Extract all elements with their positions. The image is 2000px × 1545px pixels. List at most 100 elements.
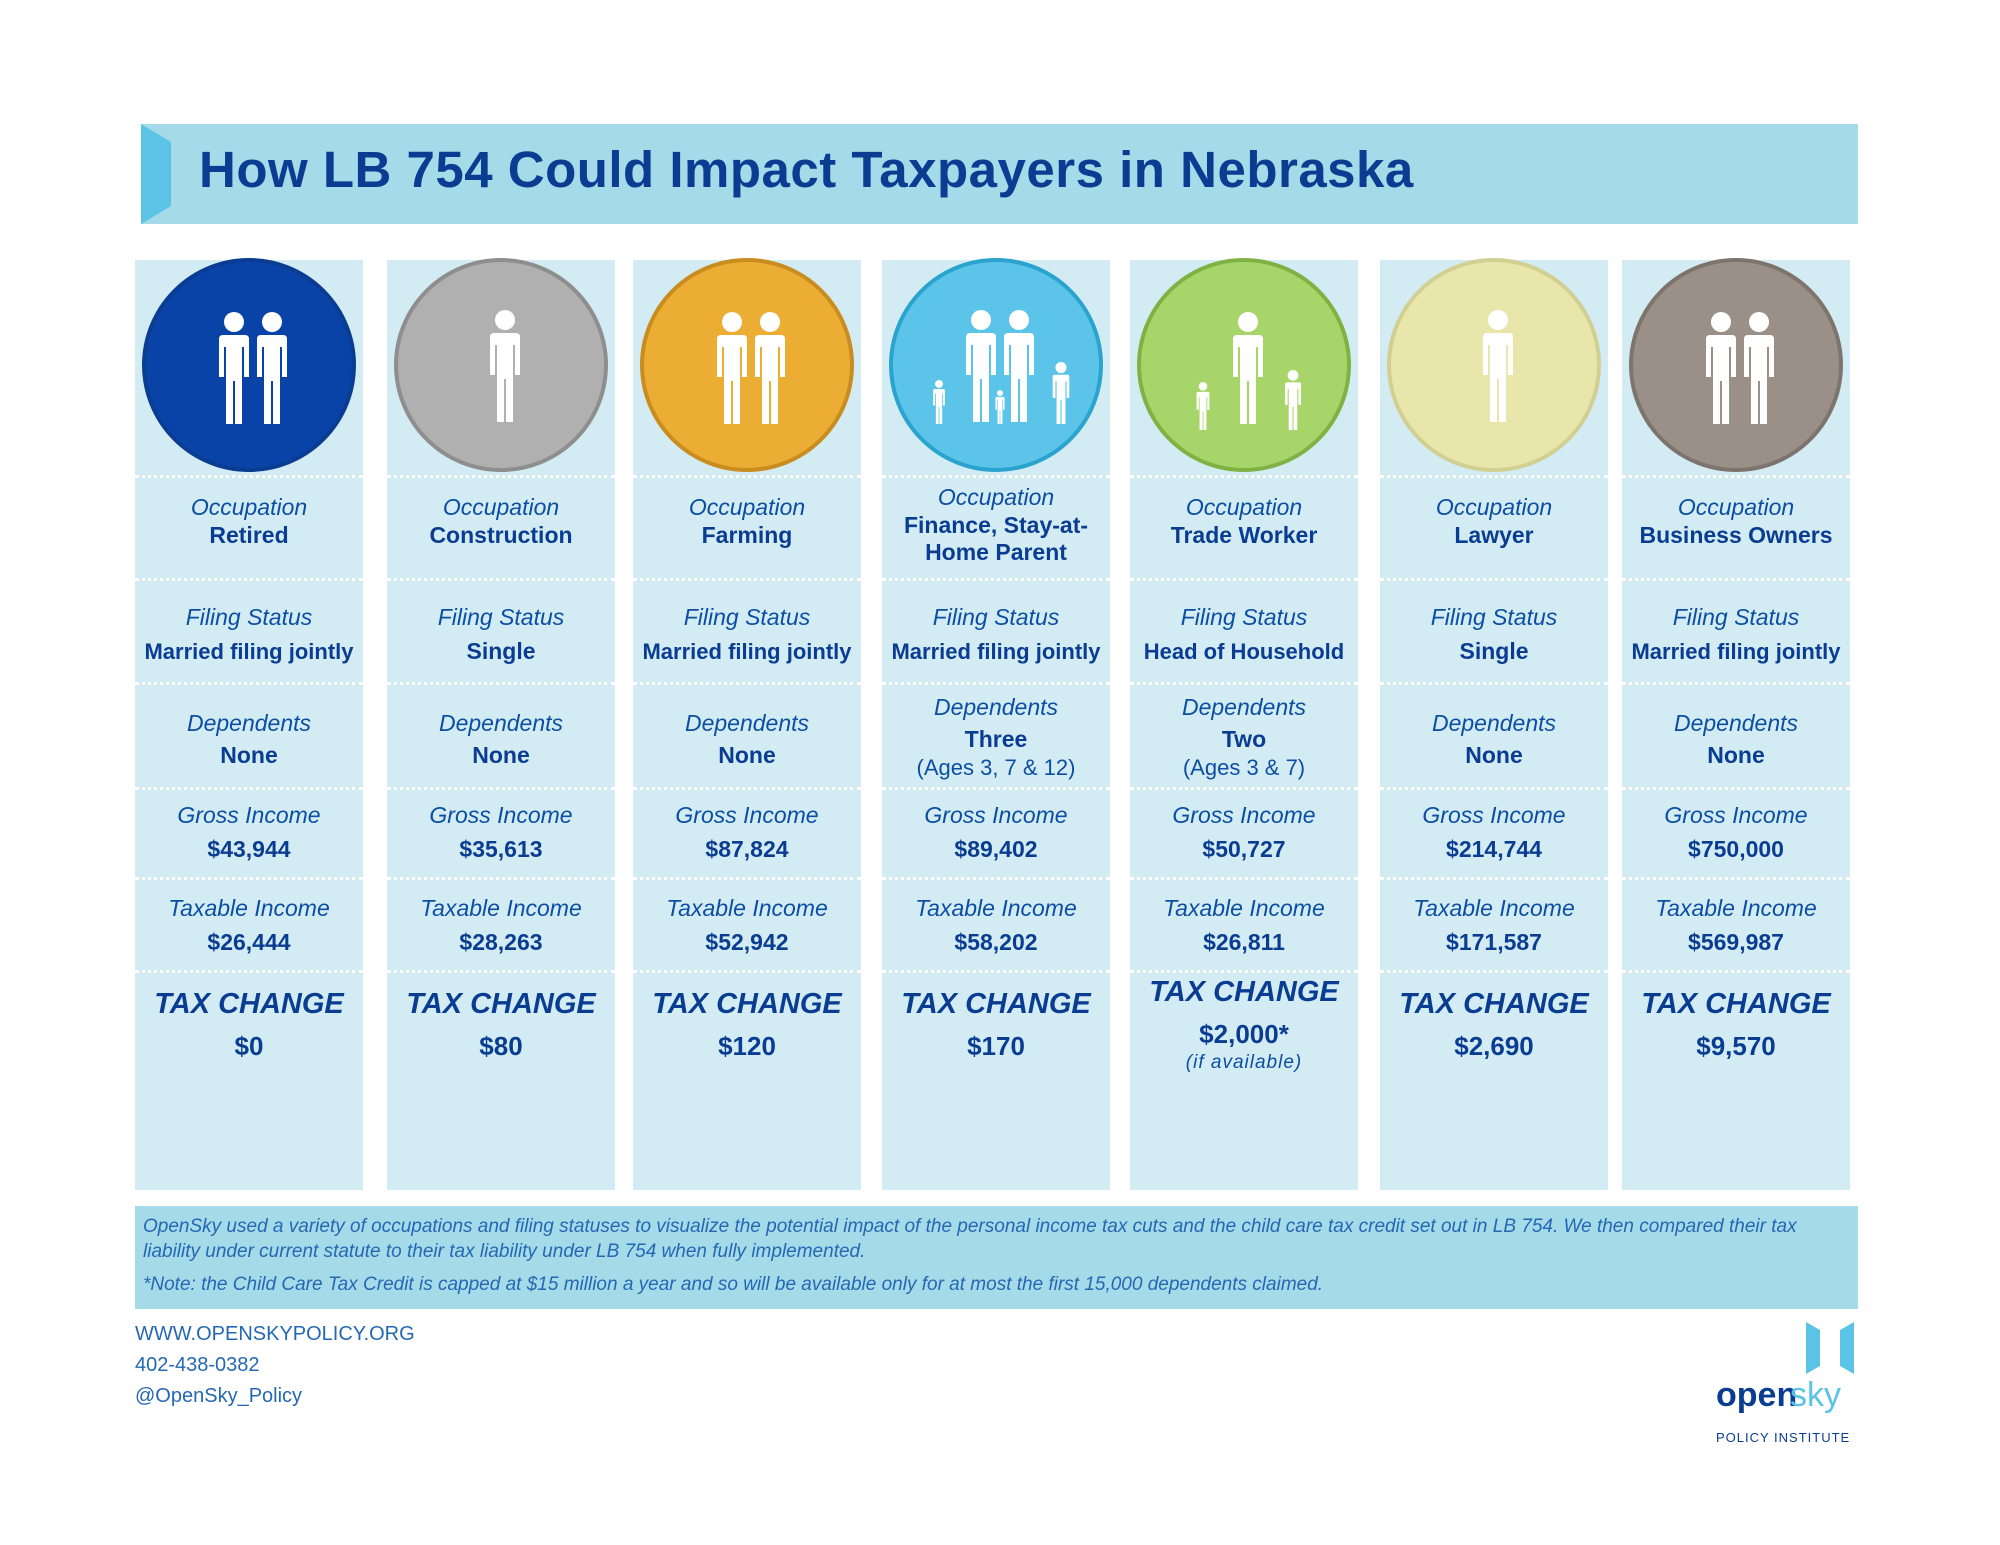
- title-banner: How LB 754 Could Impact Taxpayers in Neb…: [141, 124, 1858, 224]
- dependents-value: None: [1465, 742, 1523, 768]
- couple-icon: [219, 312, 287, 424]
- dotted-divider: [1622, 877, 1850, 880]
- occupation-label: Occupation: [442, 494, 560, 520]
- filing-status-cell: Filing Status Head of Household: [1130, 602, 1358, 665]
- gross-income-cell: Gross Income $750,000: [1622, 800, 1850, 863]
- gross-income-label: Gross Income: [1664, 802, 1808, 828]
- gross-income-value: $43,944: [207, 836, 291, 862]
- dotted-divider: [387, 877, 615, 880]
- tax-change-label: TAX CHANGE: [901, 988, 1091, 1020]
- filing-status-cell: Filing Status Married filing jointly: [135, 602, 363, 665]
- taxable-income-label: Taxable Income: [915, 895, 1077, 921]
- tax-change-value: $2,000*: [1199, 1019, 1289, 1049]
- dependents-cell: Dependents None: [1380, 708, 1608, 769]
- taxable-income-cell: Taxable Income $26,811: [1130, 893, 1358, 956]
- filing-status-value: Single: [1459, 638, 1529, 664]
- taxable-income-cell: Taxable Income $569,987: [1622, 893, 1850, 956]
- tax-change-note: (if available): [1185, 1052, 1303, 1073]
- tax-change-cell: TAX CHANGE $9,570: [1622, 986, 1850, 1064]
- taxable-income-value: $26,811: [1203, 929, 1285, 955]
- filing-status-value: Married filing jointly: [144, 639, 354, 664]
- taxable-income-value: $52,942: [705, 929, 789, 955]
- avatar-circle: [142, 258, 356, 472]
- logo-sky-text: sky: [1790, 1376, 1841, 1414]
- dotted-divider: [882, 787, 1110, 790]
- taxpayer-column: Occupation Farming Filing Status Married fi…: [633, 258, 861, 1190]
- dotted-divider: [1622, 682, 1850, 685]
- dotted-divider: [1622, 578, 1850, 581]
- occupation-value: Business Owners: [1639, 522, 1833, 548]
- dependents-ages: (Ages 3, 7 & 12): [916, 755, 1076, 780]
- occupation-value: Retired: [209, 522, 289, 548]
- tax-change-value: $80: [479, 1031, 523, 1061]
- tax-change-value: $0: [234, 1031, 264, 1061]
- gross-income-value: $214,744: [1446, 836, 1542, 862]
- contact-website[interactable]: WWW.OPENSKYPOLICY.ORG: [135, 1323, 415, 1345]
- filing-status-cell: Filing Status Married filing jointly: [1622, 602, 1850, 665]
- dotted-divider: [387, 578, 615, 581]
- couple-icon: [717, 312, 785, 424]
- occupation-cell: Occupation Retired: [135, 492, 363, 549]
- dependents-value: Two: [1221, 726, 1267, 752]
- dotted-divider: [1380, 877, 1608, 880]
- filing-status-value: Single: [466, 638, 536, 664]
- dotted-divider: [882, 877, 1110, 880]
- dotted-divider: [1380, 578, 1608, 581]
- gross-income-cell: Gross Income $214,744: [1380, 800, 1608, 863]
- taxpayer-column: Occupation Construction Filing Status Singl…: [387, 258, 615, 1190]
- taxable-income-cell: Taxable Income $171,587: [1380, 893, 1608, 956]
- dotted-divider: [882, 475, 1110, 478]
- tax-change-cell: TAX CHANGE $2,000* (if available): [1130, 974, 1358, 1074]
- dotted-divider: [135, 877, 363, 880]
- tax-change-label: TAX CHANGE: [1149, 976, 1339, 1008]
- dependents-label: Dependents: [438, 710, 564, 736]
- filing-status-label: Filing Status: [437, 604, 565, 630]
- tax-change-label: TAX CHANGE: [154, 988, 344, 1020]
- filing-status-value: Married filing jointly: [642, 639, 852, 664]
- filing-status-cell: Filing Status Single: [1380, 602, 1608, 665]
- taxable-income-cell: Taxable Income $28,263: [387, 893, 615, 956]
- dotted-divider: [882, 970, 1110, 973]
- dotted-divider: [633, 970, 861, 973]
- avatar-circle: [1387, 258, 1601, 472]
- occupation-label: Occupation: [1435, 494, 1553, 520]
- dotted-divider: [633, 578, 861, 581]
- gross-income-value: $50,727: [1202, 836, 1286, 862]
- taxable-income-cell: Taxable Income $58,202: [882, 893, 1110, 956]
- filing-status-label: Filing Status: [1180, 604, 1308, 630]
- occupation-cell: Occupation Finance, Stay-at-Home Parent: [882, 482, 1110, 566]
- tax-change-cell: TAX CHANGE $2,690: [1380, 986, 1608, 1064]
- dotted-divider: [882, 682, 1110, 685]
- filing-status-label: Filing Status: [1430, 604, 1558, 630]
- tax-change-value: $2,690: [1454, 1031, 1534, 1061]
- dependents-value: None: [220, 742, 278, 768]
- dependents-label: Dependents: [1431, 710, 1557, 736]
- dotted-divider: [882, 578, 1110, 581]
- occupation-cell: Occupation Trade Worker: [1130, 492, 1358, 549]
- dotted-divider: [633, 475, 861, 478]
- avatar-circle: [1137, 258, 1351, 472]
- dependents-label: Dependents: [1673, 710, 1799, 736]
- taxpayer-column: Occupation Trade Worker Filing Status Head …: [1130, 258, 1358, 1190]
- dependents-cell: Dependents None: [387, 708, 615, 769]
- taxable-income-cell: Taxable Income $26,444: [135, 893, 363, 956]
- occupation-label: Occupation: [937, 484, 1055, 510]
- taxpayer-column: Occupation Lawyer Filing Status Single Depen…: [1380, 258, 1608, 1190]
- note-footnote: *Note: the Child Care Tax Credit is capp…: [143, 1274, 1324, 1295]
- contact-phone: 402-438-0382: [135, 1354, 260, 1376]
- gross-income-value: $87,824: [705, 836, 789, 862]
- avatar-circle: [1629, 258, 1843, 472]
- occupation-cell: Occupation Farming: [633, 492, 861, 549]
- dotted-divider: [1130, 682, 1358, 685]
- taxable-income-cell: Taxable Income $52,942: [633, 893, 861, 956]
- gross-income-cell: Gross Income $87,824: [633, 800, 861, 863]
- dotted-divider: [1130, 970, 1358, 973]
- contact-twitter[interactable]: @OpenSky_Policy: [135, 1385, 303, 1407]
- taxable-income-label: Taxable Income: [1413, 895, 1575, 921]
- taxable-income-label: Taxable Income: [1163, 895, 1325, 921]
- dotted-divider: [1622, 475, 1850, 478]
- gross-income-cell: Gross Income $35,613: [387, 800, 615, 863]
- tax-change-value: $120: [718, 1031, 776, 1061]
- occupation-label: Occupation: [1185, 494, 1303, 520]
- gross-income-label: Gross Income: [1172, 802, 1316, 828]
